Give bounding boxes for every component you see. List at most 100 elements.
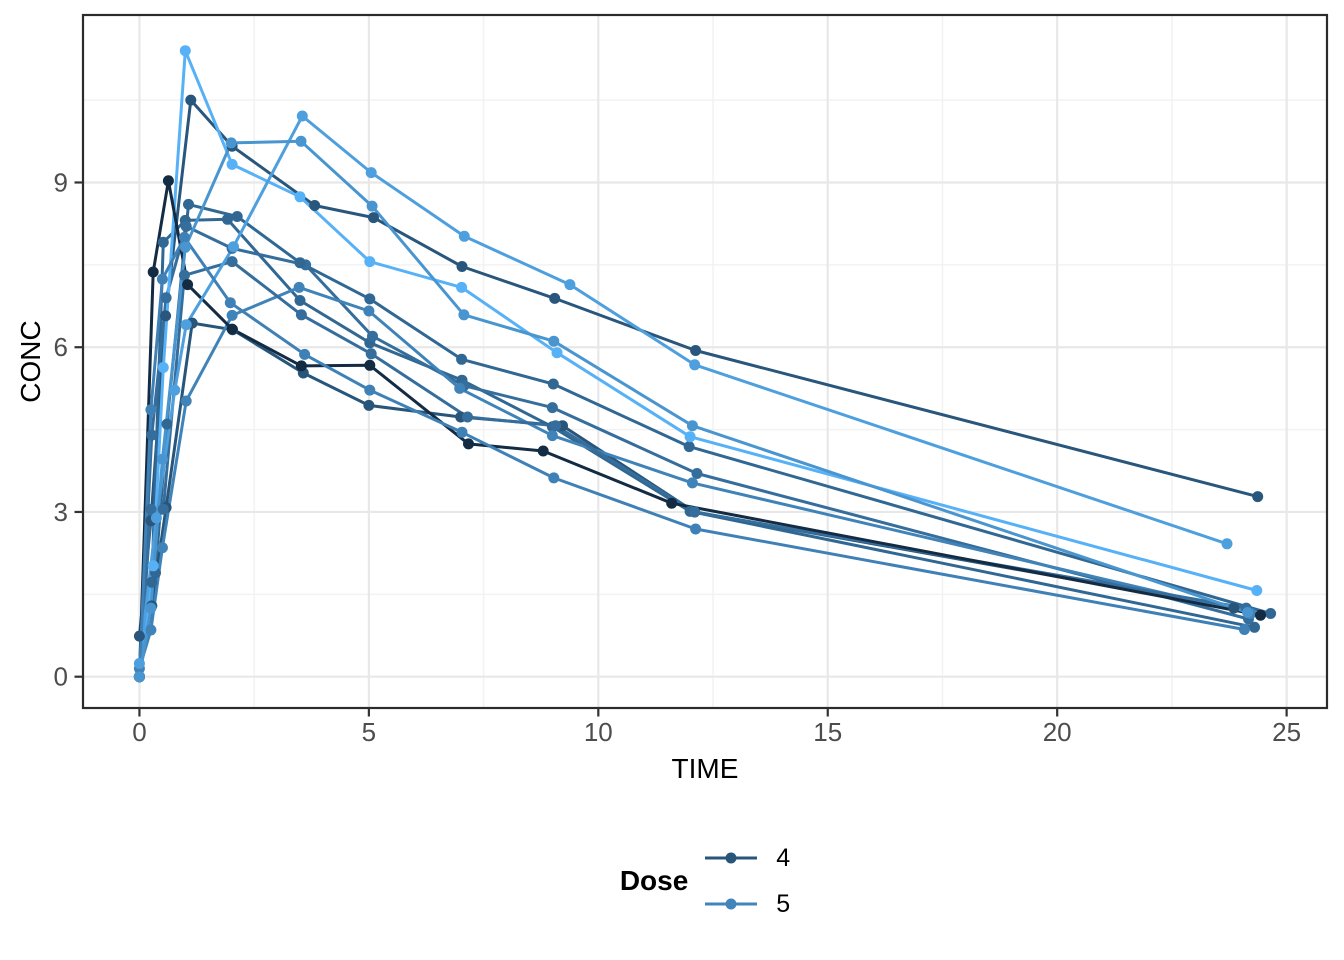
legend-key-dose-5 xyxy=(705,898,758,910)
data-point xyxy=(133,671,145,683)
data-point xyxy=(226,158,238,170)
data-point xyxy=(364,359,376,371)
x-tick-label-20: 20 xyxy=(1043,717,1072,747)
data-point xyxy=(686,477,698,489)
data-point xyxy=(295,135,307,147)
data-point xyxy=(226,323,238,335)
data-point xyxy=(145,404,157,416)
data-point xyxy=(157,362,169,373)
data-point xyxy=(295,309,307,321)
series-points-subject-6 xyxy=(133,317,1240,683)
series-points-subject-9 xyxy=(133,175,1266,683)
data-point xyxy=(228,241,239,253)
data-point xyxy=(296,110,308,122)
data-point xyxy=(1252,491,1264,503)
data-point xyxy=(1249,621,1260,633)
data-point xyxy=(145,503,157,515)
data-point xyxy=(147,266,159,278)
legend-items: 4 5 xyxy=(704,835,790,927)
data-point xyxy=(548,335,560,347)
data-point xyxy=(294,191,306,203)
data-point xyxy=(293,281,305,293)
data-point xyxy=(546,430,558,442)
data-point xyxy=(226,256,238,268)
data-point xyxy=(689,359,701,371)
data-point xyxy=(363,399,375,411)
x-tick-label-15: 15 xyxy=(813,717,842,747)
data-point xyxy=(456,353,468,365)
data-point xyxy=(178,269,190,281)
data-point xyxy=(547,378,559,390)
data-point xyxy=(1242,607,1254,618)
data-point xyxy=(454,382,466,394)
data-point xyxy=(368,212,379,224)
series-points-subject-7 xyxy=(133,281,1257,674)
data-point xyxy=(160,292,172,304)
x-tick-label-0: 0 xyxy=(132,717,146,747)
data-point xyxy=(684,431,696,443)
data-point xyxy=(157,503,169,515)
series-line-subject-8 xyxy=(137,260,1247,677)
data-point xyxy=(686,420,698,432)
data-point xyxy=(365,348,377,360)
data-point xyxy=(156,453,168,465)
panel-border xyxy=(81,13,1329,710)
data-point xyxy=(1228,602,1240,614)
data-point xyxy=(1221,538,1233,550)
data-point xyxy=(546,402,558,414)
data-point xyxy=(224,297,236,309)
data-point xyxy=(463,438,474,450)
legend-point-icon xyxy=(725,852,737,864)
data-point xyxy=(178,231,190,243)
legend-title: Dose xyxy=(619,865,689,896)
data-point xyxy=(169,384,181,396)
y-axis-title: CONC xyxy=(15,320,46,402)
x-tick-label-10: 10 xyxy=(584,717,613,747)
data-point xyxy=(367,330,378,342)
axis-ticks: 0 5 10 15 20 25 0 3 6 9 xyxy=(54,167,1302,747)
data-point xyxy=(295,360,307,372)
legend-point-icon xyxy=(725,898,737,910)
grid-major xyxy=(83,15,1327,708)
data-point xyxy=(294,257,306,269)
data-point xyxy=(309,200,321,211)
data-point xyxy=(690,345,702,356)
legend-label-dose-4: 4 xyxy=(776,843,791,872)
data-point xyxy=(180,395,192,407)
y-tick-label-3: 3 xyxy=(54,497,68,527)
legend-key-dose-4 xyxy=(705,852,758,864)
data-point xyxy=(160,310,172,322)
series-points-subject-12 xyxy=(133,135,1254,683)
concentration-time-plot: 0 5 10 15 20 25 0 3 6 9 TIME CONC xyxy=(15,13,1329,784)
legend-label-dose-5: 5 xyxy=(776,889,791,918)
data-point xyxy=(147,560,159,572)
data-point xyxy=(150,512,162,524)
data-point xyxy=(689,506,701,518)
data-point xyxy=(1255,609,1266,621)
series-points-subject-8 xyxy=(133,256,1252,683)
y-tick-label-9: 9 xyxy=(54,167,68,197)
legend: Dose 4 5 xyxy=(83,835,1327,927)
series-line-subject-12 xyxy=(137,139,1249,677)
x-tick-label-25: 25 xyxy=(1272,717,1301,747)
data-point xyxy=(146,429,158,441)
legend-item-dose-4: 4 xyxy=(704,835,790,881)
x-tick-label-5: 5 xyxy=(362,717,376,747)
data-point xyxy=(133,658,145,669)
data-point xyxy=(183,198,194,210)
data-point xyxy=(225,137,237,149)
data-point xyxy=(146,576,158,588)
data-point xyxy=(231,211,243,222)
data-point xyxy=(537,445,549,457)
data-point xyxy=(179,241,191,253)
data-point xyxy=(162,175,174,187)
y-tick-label-6: 6 xyxy=(54,332,68,362)
data-point xyxy=(161,418,173,430)
data-point xyxy=(456,261,468,272)
data-point xyxy=(366,200,378,212)
data-point xyxy=(1265,608,1277,619)
series-points-subject-1 xyxy=(133,94,1264,642)
data-point xyxy=(363,305,375,317)
data-point xyxy=(551,347,563,359)
series-lines xyxy=(137,49,1272,677)
